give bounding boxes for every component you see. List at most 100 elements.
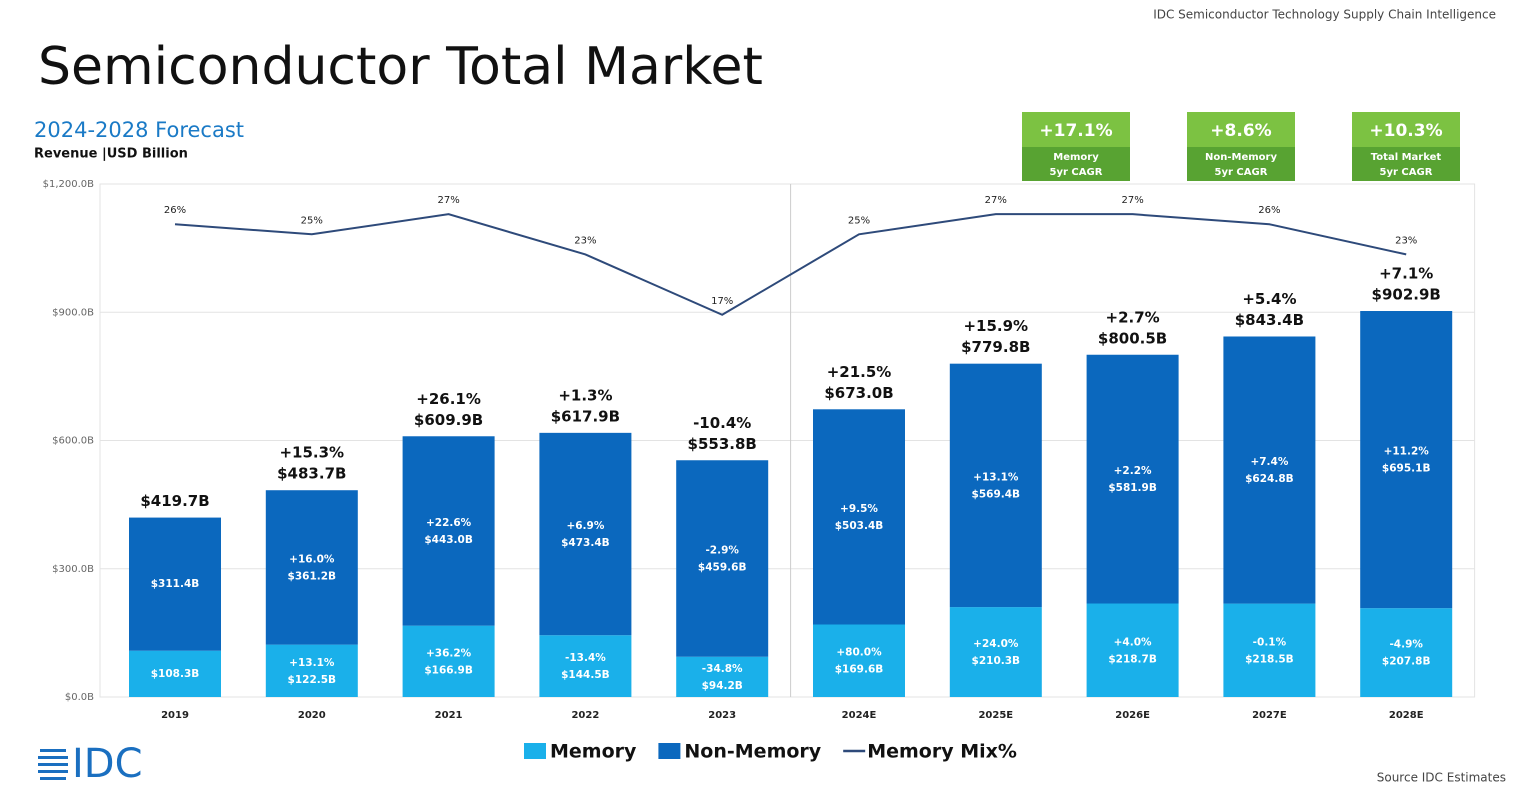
total-growth-label: +2.7%	[1106, 308, 1160, 326]
growth-label: +24.0%	[973, 638, 1019, 650]
total-label: $553.8B	[688, 435, 757, 453]
growth-label: -0.1%	[1253, 636, 1287, 648]
y-tick-label: $0.0B	[65, 692, 94, 703]
cagr-value: +17.1%	[1039, 121, 1112, 141]
cagr-caption-box	[1187, 147, 1295, 181]
bar-segment	[813, 624, 905, 697]
mix-line	[174, 213, 1407, 316]
total-growth-label: +7.1%	[1379, 265, 1433, 283]
line-label: 23%	[1395, 235, 1417, 246]
bar-segment	[1223, 336, 1316, 604]
cagr-caption: 5yr CAGR	[1215, 167, 1268, 178]
cagr-caption: 5yr CAGR	[1050, 167, 1103, 178]
legend-marker	[658, 743, 681, 759]
bar-segment	[1086, 354, 1179, 604]
subtitle: 2024-2028 Forecast	[34, 118, 244, 142]
cagr-box	[1352, 112, 1460, 147]
total-growth-label: +26.1%	[416, 390, 481, 408]
cagr-caption-box	[1022, 147, 1130, 181]
total-label: $483.7B	[277, 465, 346, 483]
line-label: 23%	[574, 235, 596, 246]
cagr-caption-box	[1352, 147, 1460, 181]
cagr-caption: Total Market	[1371, 152, 1442, 163]
cagr-box	[1022, 112, 1130, 147]
x-tick-label: 2020	[298, 710, 326, 721]
y-tick-label: $600.0B	[52, 436, 94, 447]
total-label: $673.0B	[824, 384, 893, 402]
line-label: 25%	[301, 215, 323, 226]
bar-segment	[676, 656, 769, 697]
value-label: $207.8B	[1382, 656, 1431, 668]
x-tick-label: 2027E	[1252, 710, 1287, 721]
bar-segment	[402, 625, 495, 697]
bar-segment	[1360, 608, 1453, 697]
x-tick-label: 2023	[708, 710, 736, 721]
legend-label: Non-Memory	[684, 741, 821, 763]
growth-label: -34.8%	[702, 663, 743, 675]
growth-label: -13.4%	[565, 652, 606, 664]
value-label: $210.3B	[972, 655, 1021, 667]
footer: Source IDC Estimates	[1377, 771, 1506, 785]
value-label: $443.0B	[424, 534, 473, 546]
value-label: $169.6B	[835, 664, 884, 676]
y-tick-label: $300.0B	[52, 564, 94, 575]
growth-label: +13.1%	[289, 657, 335, 669]
value-label: $503.4B	[835, 520, 884, 532]
value-label: $218.7B	[1108, 653, 1157, 665]
value-label: $108.3B	[151, 668, 200, 680]
growth-label: +16.0%	[289, 553, 335, 565]
logo-text: IDC	[72, 741, 143, 787]
value-label: $459.6B	[698, 561, 747, 573]
legend-marker	[524, 743, 546, 759]
bar-segment	[265, 644, 358, 697]
line-label: 27%	[1121, 195, 1143, 206]
growth-label: +11.2%	[1384, 446, 1430, 458]
bar-segment	[1086, 603, 1179, 697]
growth-label: +4.0%	[1114, 636, 1152, 648]
total-label: $902.9B	[1372, 286, 1441, 304]
value-label: $166.9B	[424, 664, 473, 676]
bar-segment	[1223, 603, 1316, 697]
cagr-caption: Non-Memory	[1205, 152, 1277, 163]
x-tick-label: 2022	[571, 710, 599, 721]
y-tick-label: $900.0B	[52, 307, 94, 318]
growth-label: +2.2%	[1114, 465, 1152, 477]
y-tick-label: $1,200.0B	[43, 179, 95, 190]
growth-label: +9.5%	[840, 503, 878, 515]
value-label: $473.4B	[561, 537, 610, 549]
value-label: $695.1B	[1382, 463, 1431, 475]
value-label: $144.5B	[561, 669, 610, 681]
line-label: 26%	[164, 205, 186, 216]
x-tick-label: 2021	[435, 710, 463, 721]
value-label: $218.5B	[1245, 653, 1294, 665]
total-label: $617.9B	[551, 407, 620, 425]
growth-label: +22.6%	[426, 517, 472, 529]
growth-label: +36.2%	[426, 647, 472, 659]
growth-label: +7.4%	[1250, 456, 1288, 468]
y-label: Revenue |USD Billion	[34, 147, 188, 162]
total-growth-label: +15.9%	[963, 317, 1028, 335]
value-label: $311.4B	[151, 578, 200, 590]
bar-segment	[539, 432, 632, 636]
total-growth-label: -10.4%	[693, 414, 751, 432]
growth-label: +13.1%	[973, 471, 1019, 483]
growth-label: +80.0%	[836, 647, 882, 659]
x-tick-label: 2025E	[978, 710, 1013, 721]
total-label: $779.8B	[961, 338, 1030, 356]
line-label: 17%	[711, 296, 733, 307]
bar-segment	[949, 363, 1042, 608]
total-growth-label: +5.4%	[1242, 290, 1296, 308]
total-label: $609.9B	[414, 411, 483, 429]
legend-label: Memory Mix%	[867, 741, 1017, 763]
value-label: $94.2B	[702, 680, 743, 692]
logo	[38, 749, 68, 780]
bar-segment	[129, 650, 221, 697]
cagr-value: +10.3%	[1369, 121, 1442, 141]
x-tick-label: 2026E	[1115, 710, 1150, 721]
bar-segment	[265, 490, 358, 645]
total-growth-label: +1.3%	[558, 386, 612, 404]
bar-segment	[1360, 311, 1453, 609]
total-label: $419.7B	[140, 492, 209, 510]
x-tick-label: 2028E	[1389, 710, 1424, 721]
